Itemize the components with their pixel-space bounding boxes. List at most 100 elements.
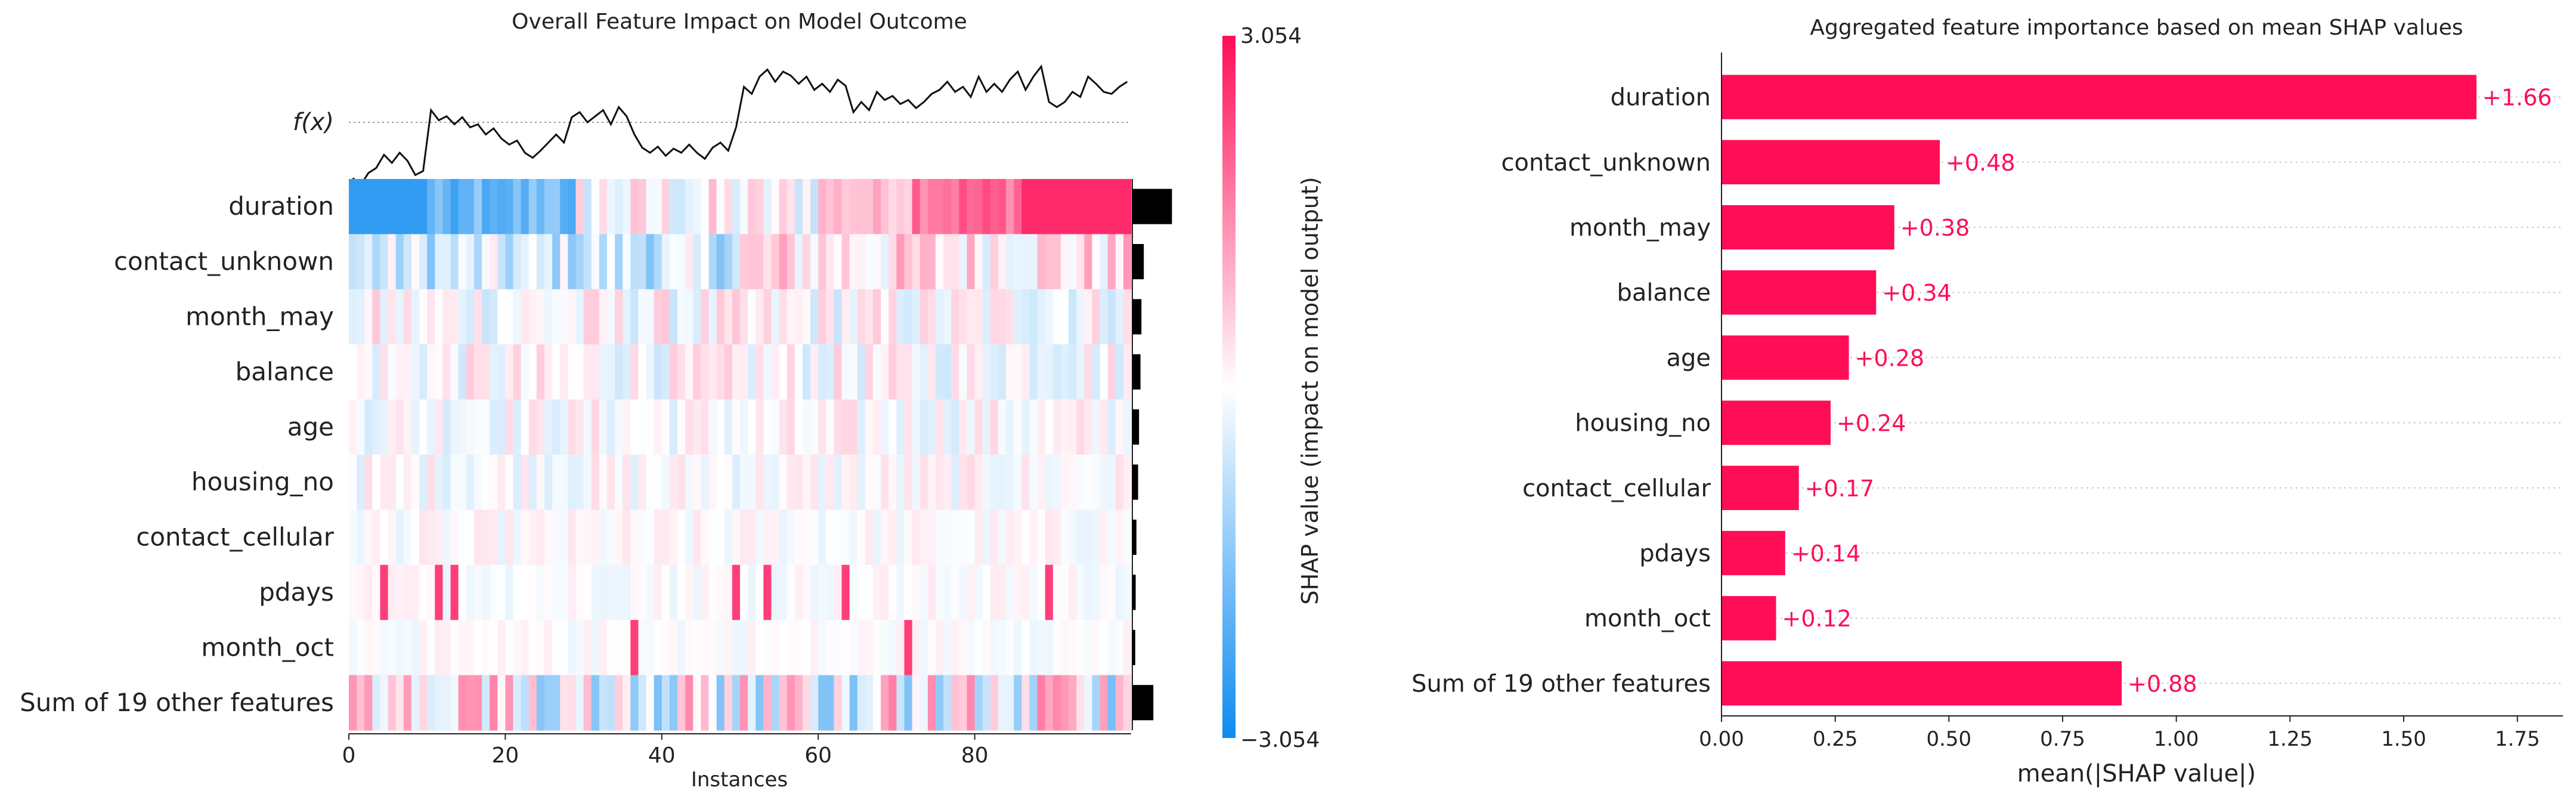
heatmap-cell	[575, 509, 584, 566]
heatmap-cell	[490, 455, 498, 510]
heatmap-cell	[1014, 620, 1022, 676]
heatmap-cell	[1045, 344, 1054, 400]
colorbar-min-label: −3.054	[1240, 728, 1320, 752]
heatmap-cell	[615, 675, 623, 731]
heatmap-cell	[528, 509, 537, 566]
heatmap-cell	[1107, 399, 1116, 455]
heatmap-cell	[521, 564, 530, 620]
heatmap-cell	[1014, 399, 1022, 455]
heatmap-cell	[536, 455, 545, 510]
bar-chart-bars: +1.66 duration +0.48 contact_unknown +0.38 mo…	[1411, 75, 2552, 706]
heatmap-cell	[794, 455, 803, 510]
heatmap-cell	[521, 620, 530, 676]
heatmap-cell	[1084, 179, 1092, 234]
heatmap-cell	[1052, 509, 1061, 566]
heatmap-cell	[473, 234, 482, 290]
heatmap-cell	[357, 399, 365, 455]
heatmap-cell	[575, 675, 584, 731]
heatmap-cell	[638, 564, 647, 620]
heatmap-cell	[794, 509, 803, 566]
heatmap-cell	[959, 620, 968, 676]
heatmap-cell	[638, 620, 647, 676]
heatmap-cell	[990, 564, 999, 620]
heatmap-cell	[646, 179, 655, 234]
heatmap-cell	[685, 179, 693, 234]
heatmap-cell	[810, 234, 819, 290]
heatmap-cell	[505, 564, 514, 620]
heatmap-cell	[1100, 564, 1109, 620]
heatmap-cell	[395, 564, 404, 620]
heatmap-cell	[388, 234, 397, 290]
heatmap-cell	[528, 675, 537, 731]
heatmap-title: Overall Feature Impact on Model Outcome	[512, 10, 967, 34]
heatmap-cell	[395, 620, 404, 676]
heatmap-cell	[677, 675, 686, 731]
heatmap-cell	[388, 179, 397, 234]
heatmap-cell	[818, 234, 826, 290]
heatmap-cell	[458, 455, 467, 510]
heatmap-cell	[881, 620, 889, 676]
heatmap-cell	[521, 179, 530, 234]
heatmap-cell	[364, 620, 373, 676]
heatmap-cell	[661, 179, 670, 234]
heatmap-cell	[435, 344, 444, 400]
heatmap-cell	[1107, 289, 1116, 345]
heatmap-cell	[395, 675, 404, 731]
heatmap-cell	[936, 399, 944, 455]
heatmap-cell	[521, 234, 530, 290]
heatmap-cell	[654, 179, 662, 234]
bar-category-label: housing_no	[1575, 410, 1711, 437]
colorbar	[1222, 36, 1236, 738]
heatmap-cell	[974, 509, 983, 566]
heatmap-cell	[849, 675, 858, 731]
heatmap-cell	[967, 564, 976, 620]
bar-value-label: +0.12	[1782, 606, 1852, 632]
heatmap-cell	[1045, 675, 1054, 731]
heatmap-cell	[646, 509, 655, 566]
heatmap-cell	[427, 399, 435, 455]
heatmap-cell	[623, 675, 631, 731]
heatmap-cell	[568, 289, 577, 345]
heatmap-cell	[357, 620, 365, 676]
heatmap-cell	[442, 179, 451, 234]
heatmap-cell	[357, 344, 365, 400]
heatmap-cell	[771, 289, 780, 345]
heatmap-cell	[482, 179, 490, 234]
heatmap-cell	[1115, 675, 1124, 731]
heatmap-cell	[826, 620, 835, 676]
heatmap-cell	[591, 289, 600, 345]
heatmap-cell	[482, 509, 490, 566]
heatmap-cell	[756, 675, 764, 731]
heatmap-cell	[630, 344, 639, 400]
heatmap-cell	[1037, 179, 1046, 234]
heatmap-cell	[943, 564, 952, 620]
heatmap-cell	[513, 234, 522, 290]
heatmap-feature-label: duration	[228, 192, 334, 221]
heatmap-cell	[896, 675, 905, 731]
heatmap-cell	[951, 620, 959, 676]
heatmap-cell	[896, 509, 905, 566]
heatmap-cell	[1076, 179, 1085, 234]
heatmap-cell	[349, 234, 357, 290]
heatmap-cell	[591, 675, 600, 731]
heatmap-cell	[388, 564, 397, 620]
heatmap-cell	[873, 179, 881, 234]
heatmap-cell	[1100, 344, 1109, 400]
heatmap-cell	[716, 620, 725, 676]
heatmap-cell	[763, 399, 772, 455]
heatmap-cell	[395, 509, 404, 566]
heatmap-cell	[552, 179, 561, 234]
bar-chart-gridlines	[1722, 96, 2563, 684]
heatmap-cell	[403, 344, 412, 400]
heatmap-cell	[677, 344, 686, 400]
heatmap-cell	[873, 509, 881, 566]
heatmap-cell	[1100, 179, 1109, 234]
heatmap-cell	[505, 620, 514, 676]
heatmap-cell	[1045, 399, 1054, 455]
heatmap-cell	[787, 620, 795, 676]
heatmap-cell	[998, 399, 1007, 455]
heatmap-cell	[834, 179, 843, 234]
heatmap-cell	[740, 234, 748, 290]
heatmap-cell	[1076, 344, 1085, 400]
heatmap-cell	[1006, 399, 1014, 455]
